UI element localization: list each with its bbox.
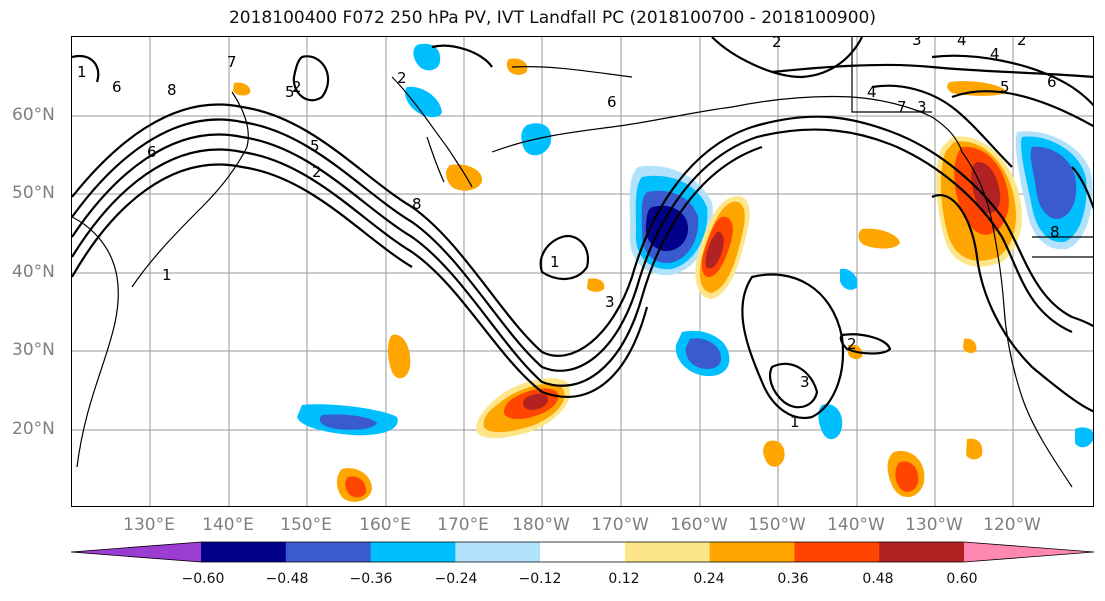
chart-title: 2018100400 F072 250 hPa PV, IVT Landfall… — [228, 8, 876, 28]
lon-label: 130°E — [123, 515, 175, 535]
contour-label: 3 — [800, 373, 810, 391]
contour-label: 7 — [897, 98, 907, 116]
pv-anomaly-negative — [1030, 146, 1077, 219]
pv-anomaly-positive — [345, 476, 367, 498]
colorbar-tick-label: 0.36 — [777, 571, 809, 587]
coastlines — [72, 37, 1093, 488]
pv-anomaly-negative — [413, 43, 441, 71]
colorbar-swatch — [370, 542, 456, 562]
contour-label: 3 — [605, 293, 615, 311]
lon-label: 160°W — [670, 515, 728, 535]
pv-anomaly-positive — [971, 161, 1001, 214]
map-canvas: 8 6 7 5 5 2 1 2 3 6 8 4 6 5 4 3 2 1 3 4 … — [72, 37, 1093, 506]
map-panel: 8 6 7 5 5 2 1 2 3 6 8 4 6 5 4 3 2 1 3 4 … — [71, 36, 1094, 507]
pv-anomaly-positive — [858, 228, 900, 249]
colorbar-tick-label: −0.12 — [518, 571, 562, 587]
contour-label: 2 — [1017, 37, 1027, 49]
pv-anomaly-negative — [319, 414, 377, 430]
contour-label: 6 — [147, 143, 157, 161]
ivt-contours — [72, 37, 1093, 420]
colorbar-swatch — [624, 542, 711, 562]
lon-label: 130°W — [905, 515, 963, 535]
pv-anomaly-negative — [685, 338, 722, 369]
colorbar-tick-label: −0.36 — [349, 571, 393, 587]
contour-label: 4 — [867, 83, 877, 101]
colorbar-swatch — [455, 542, 541, 562]
pv-anomaly-positive — [705, 231, 724, 269]
contour-label: 4 — [990, 45, 1000, 63]
contour-label: 2 — [847, 335, 857, 353]
pv-anomaly-positive — [446, 164, 483, 191]
contour-label: 2 — [292, 78, 302, 96]
contour-label: 5 — [310, 137, 320, 155]
lon-label: 170°E — [437, 515, 489, 535]
colorbar — [70, 541, 1095, 563]
pv-anomaly-positive — [523, 393, 548, 410]
colorbar-tick-label: 0.48 — [862, 571, 894, 587]
lat-label: 20°N — [12, 419, 55, 439]
contour-label: 5 — [1000, 78, 1010, 96]
contour-label: 3 — [912, 37, 922, 49]
colorbar-tick-label: 0.12 — [608, 571, 640, 587]
colorbar-tick-label: −0.48 — [265, 571, 309, 587]
lon-label: 160°E — [359, 515, 411, 535]
colorbar-swatch — [709, 542, 795, 562]
lon-label: 150°W — [748, 515, 806, 535]
contour-label: 3 — [917, 98, 927, 116]
lon-label: 180°W — [512, 515, 570, 535]
colorbar-tick-label: 0.24 — [693, 571, 725, 587]
contour-labels: 8 6 7 5 5 2 1 2 3 6 8 4 6 5 4 3 2 1 3 4 … — [77, 37, 1060, 431]
contour-label: 7 — [227, 53, 237, 71]
contour-label: 6 — [607, 93, 617, 111]
contour-label: 2 — [772, 37, 782, 51]
pv-anomaly-positive — [233, 82, 251, 96]
lon-label: 170°W — [591, 515, 649, 535]
contour-label: 1 — [77, 63, 87, 81]
contour-label: 4 — [957, 37, 967, 49]
lon-label: 120°W — [983, 515, 1041, 535]
contour-label: 1 — [550, 253, 560, 271]
colorbar-swatch — [794, 542, 880, 562]
lat-label: 50°N — [12, 183, 55, 203]
colorbar-swatch — [879, 542, 965, 562]
contour-label: 2 — [397, 69, 407, 87]
colorbar-swatch — [964, 542, 1094, 562]
colorbar-swatch — [201, 542, 287, 562]
pv-anomaly-positive — [895, 461, 919, 492]
contour-label: 8 — [167, 81, 177, 99]
contour-label: 6 — [112, 78, 122, 96]
lat-label: 40°N — [12, 262, 55, 282]
pv-anomaly-positive — [963, 338, 977, 354]
lat-label: 60°N — [12, 105, 55, 125]
contour-label: 2 — [312, 163, 322, 181]
lon-label: 140°W — [827, 515, 885, 535]
colorbar-swatch — [540, 542, 626, 562]
pv-anomaly-negative — [818, 404, 843, 440]
contour-label: 1 — [162, 266, 172, 284]
pv-anomaly-positive — [387, 334, 411, 379]
colorbar-tick-label: −0.24 — [434, 571, 478, 587]
pv-anomaly-positive — [966, 438, 983, 460]
pv-anomaly-positive — [947, 81, 1007, 96]
pv-anomaly-positive — [587, 278, 605, 292]
pv-anomaly-negative — [840, 268, 858, 290]
contour-label: 1 — [790, 413, 800, 431]
colorbar-tick-label: −0.60 — [181, 571, 225, 587]
pv-anomaly-negative — [405, 86, 442, 118]
contour-label: 8 — [1050, 223, 1060, 241]
contour-label: 8 — [412, 195, 422, 213]
pv-anomaly-negative — [1075, 427, 1093, 448]
colorbar-tick-label: 0.60 — [946, 571, 978, 587]
lon-label: 150°E — [280, 515, 332, 535]
lon-label: 140°E — [202, 515, 254, 535]
colorbar-swatches — [70, 541, 1095, 563]
contour-label: 6 — [1047, 73, 1057, 91]
pv-anomaly-positive — [763, 440, 785, 467]
colorbar-swatch — [71, 542, 201, 562]
colorbar-outline — [70, 541, 1095, 563]
lat-label: 30°N — [12, 340, 55, 360]
colorbar-swatch — [285, 542, 372, 562]
contour-label: 5 — [285, 83, 295, 101]
